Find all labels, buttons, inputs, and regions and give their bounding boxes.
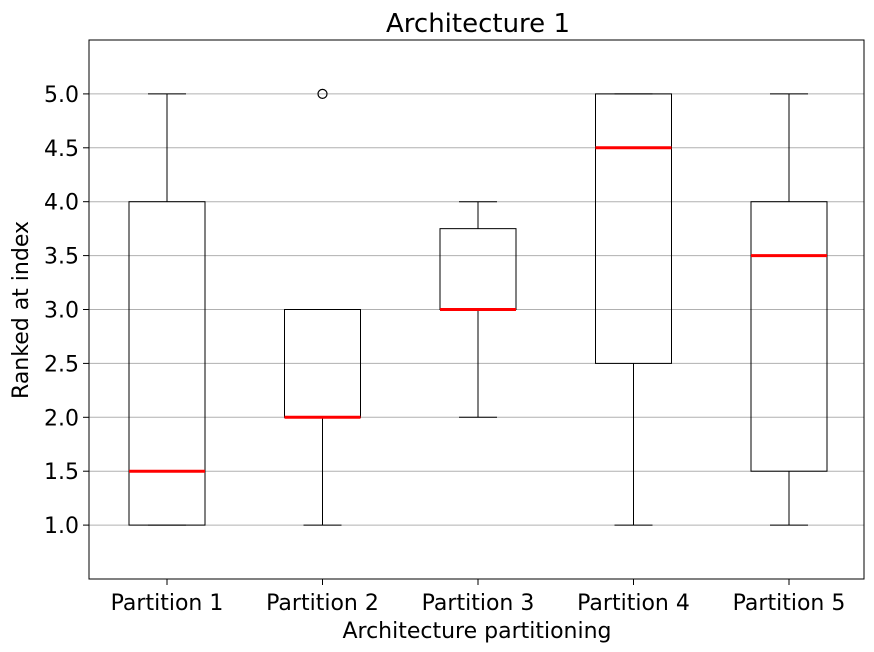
y-tick-label-5: 3.5 xyxy=(44,245,79,270)
iqr-box xyxy=(128,201,206,526)
y-tick-label-7: 4.5 xyxy=(44,137,79,162)
plot-area-frame xyxy=(88,39,865,580)
x-tick-label-3: Partition 4 xyxy=(577,591,690,616)
y-tick-label-0: 1.0 xyxy=(44,514,79,539)
boxes xyxy=(128,88,828,526)
box-5 xyxy=(750,93,828,526)
x-axis-label: Architecture partitioning xyxy=(342,619,611,644)
box-3 xyxy=(439,201,517,418)
y-tick-label-6: 4.0 xyxy=(44,191,79,216)
x-tick-label-0: Partition 1 xyxy=(111,591,224,616)
iqr-box xyxy=(750,201,828,472)
y-tick-label-3: 2.5 xyxy=(44,352,79,377)
y-tick-label-4: 3.0 xyxy=(44,299,79,324)
box-2 xyxy=(284,88,361,526)
y-axis-label: Ranked at index xyxy=(9,221,34,399)
outlier-point-0 xyxy=(317,88,328,100)
y-tick-label-2: 2.0 xyxy=(44,406,79,431)
chart-title: Architecture 1 xyxy=(386,9,570,39)
box-4 xyxy=(595,93,672,526)
x-axis-ticks: Partition 1 Partition 2 Partition 3 Partiti… xyxy=(111,579,846,616)
y-axis-ticks: 1.0 1.5 2.0 2.5 3.0 3.5 4.0 4.5 5.0 xyxy=(44,83,89,539)
x-tick-label-1: Partition 2 xyxy=(266,591,379,616)
y-tick-label-8: 5.0 xyxy=(44,83,79,108)
iqr-box xyxy=(595,93,672,364)
box-1 xyxy=(128,93,206,526)
y-tick-label-1: 1.5 xyxy=(44,460,79,485)
x-tick-label-2: Partition 3 xyxy=(422,591,535,616)
iqr-box xyxy=(439,228,517,310)
x-tick-label-4: Partition 5 xyxy=(733,591,846,616)
